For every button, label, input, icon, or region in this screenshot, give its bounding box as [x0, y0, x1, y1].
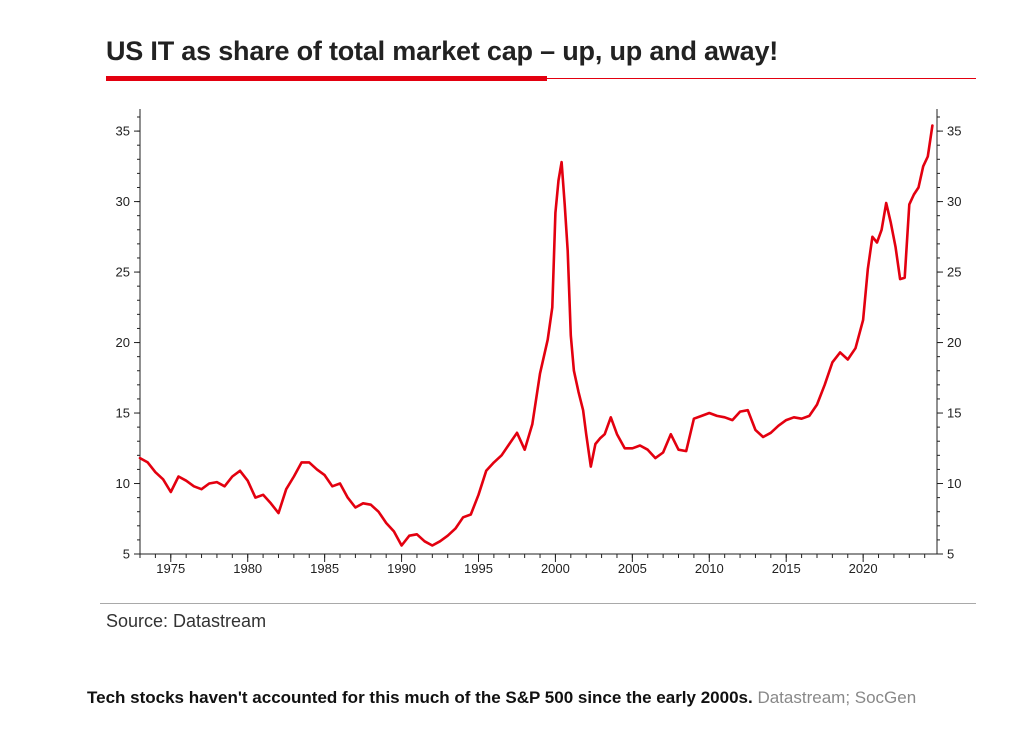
y-tick-label-right: 10	[947, 476, 961, 491]
x-tick-label: 2000	[541, 561, 570, 576]
y-tick-label-right: 15	[947, 406, 961, 421]
y-tick-label-right: 20	[947, 335, 961, 350]
x-tick-label: 2020	[849, 561, 878, 576]
chart-title: US IT as share of total market cap – up,…	[106, 36, 779, 66]
source-divider	[100, 603, 976, 604]
x-tick-label: 1995	[464, 561, 493, 576]
y-tick-label-left: 35	[116, 124, 130, 139]
y-tick-label-left: 15	[116, 406, 130, 421]
x-tick-label: 2015	[772, 561, 801, 576]
x-tick-label: 1975	[156, 561, 185, 576]
x-tick-label: 2010	[695, 561, 724, 576]
y-tick-label-right: 30	[947, 194, 961, 209]
caption: Tech stocks haven't accounted for this m…	[87, 685, 987, 711]
y-tick-label-right: 25	[947, 265, 961, 280]
caption-text: Tech stocks haven't accounted for this m…	[87, 688, 753, 707]
y-tick-label-left: 30	[116, 194, 130, 209]
y-tick-label-left: 25	[116, 265, 130, 280]
series-line	[138, 124, 934, 547]
y-tick-label-right: 35	[947, 124, 961, 139]
title-accent-bar	[106, 76, 547, 81]
y-tick-label-left: 10	[116, 476, 130, 491]
x-tick-label: 1980	[233, 561, 262, 576]
x-tick-label: 2005	[618, 561, 647, 576]
caption-credit: Datastream; SocGen	[757, 688, 917, 707]
x-tick-label: 1985	[310, 561, 339, 576]
y-tick-label-left: 20	[116, 335, 130, 350]
y-tick-label-right: 5	[947, 547, 954, 562]
x-tick-label: 1990	[387, 561, 416, 576]
source-note: Source: Datastream	[106, 611, 267, 631]
y-tick-label-left: 5	[123, 547, 130, 562]
